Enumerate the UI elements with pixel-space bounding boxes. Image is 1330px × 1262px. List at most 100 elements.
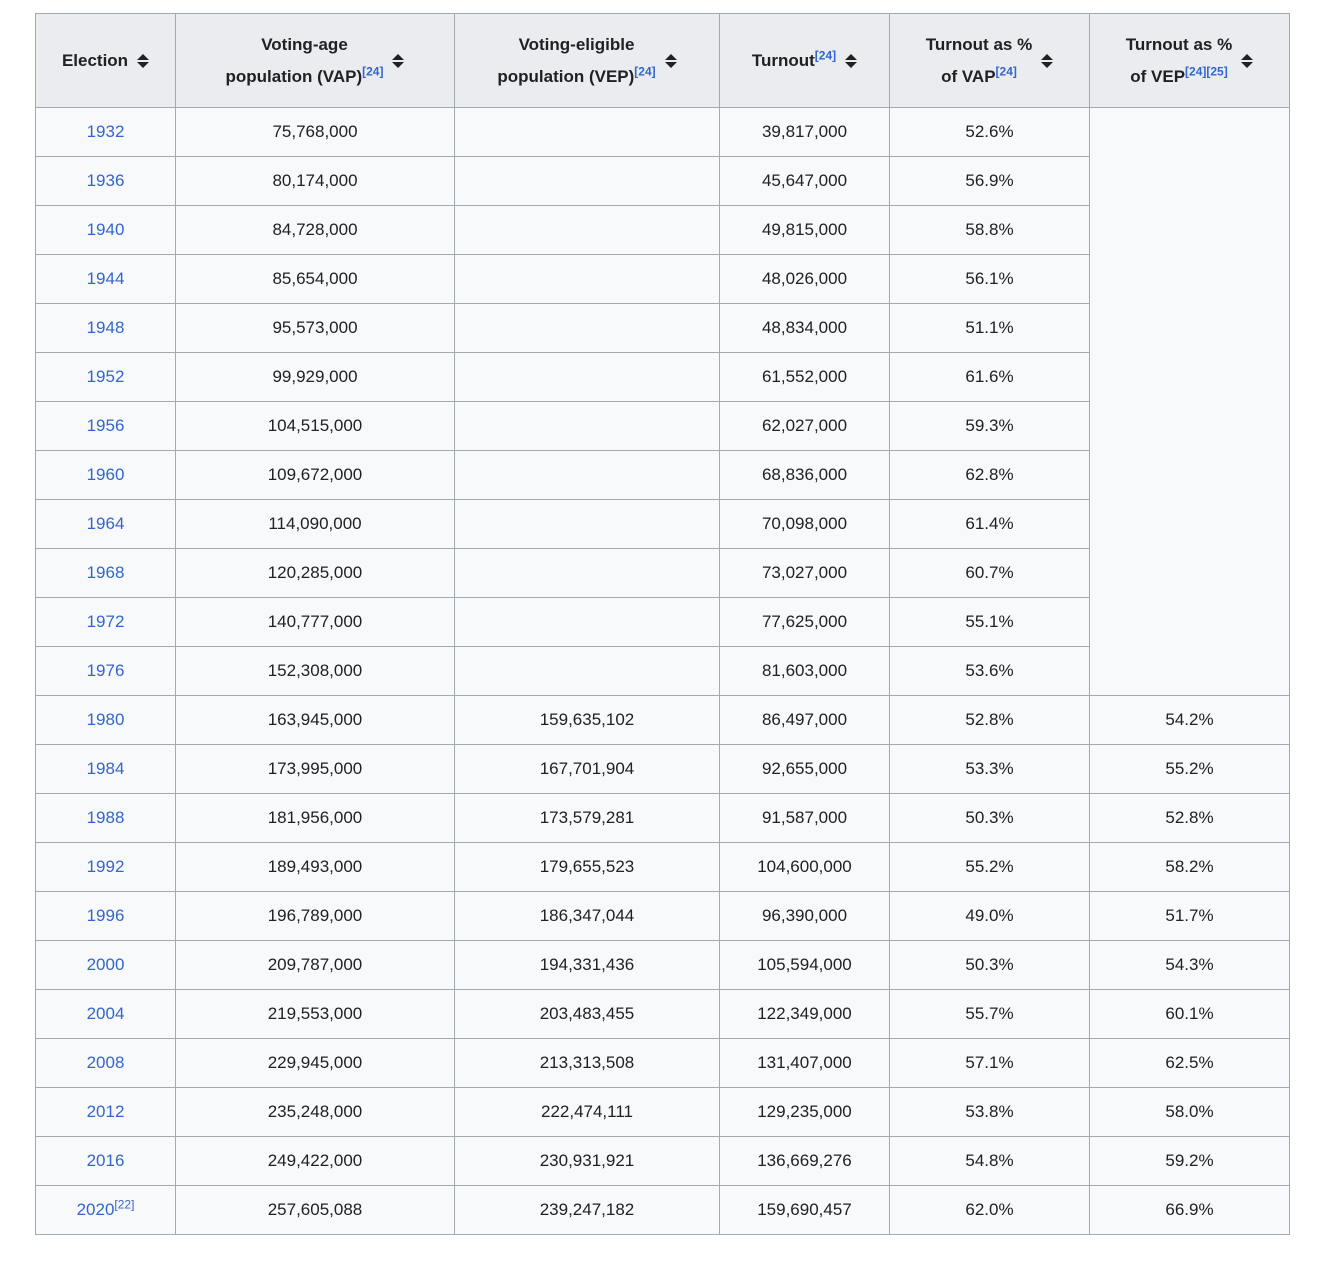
year-link[interactable]: 1964 xyxy=(86,514,125,533)
turnout-cell: 122,349,000 xyxy=(719,989,890,1039)
vap-cell: 140,777,000 xyxy=(175,597,455,647)
turnout-vap-pct-cell: 55.1% xyxy=(889,597,1090,647)
turnout-cell: 91,587,000 xyxy=(719,793,890,843)
table-row-1980: 1980 163,945,000 159,635,102 86,497,000 52.8… xyxy=(35,695,1290,745)
column-header-turnout-vap[interactable]: Turnout as % of VAP[24] xyxy=(889,13,1090,108)
column-header-turnout[interactable]: Turnout[24] xyxy=(719,13,890,108)
year-link[interactable]: 2012 xyxy=(86,1102,125,1121)
table-body: 1932 75,768,000 39,817,000 52.6% 1936 80,174,… xyxy=(35,107,1290,1235)
year-link[interactable]: 1960 xyxy=(86,465,125,484)
vep-cell: 203,483,455 xyxy=(454,989,720,1039)
column-header-vap[interactable]: Voting-age population (VAP)[24] xyxy=(175,13,455,108)
sort-down-arrow-icon xyxy=(137,61,150,68)
year-link[interactable]: 1944 xyxy=(86,269,125,288)
column-header-turnout-vep[interactable]: Turnout as % of VEP[24][25] xyxy=(1089,13,1290,108)
reference-marker: [24] xyxy=(996,64,1017,78)
year-link[interactable]: 1980 xyxy=(86,710,125,729)
sort-up-arrow-icon xyxy=(137,53,150,60)
turnout-cell: 62,027,000 xyxy=(719,401,890,451)
year-link[interactable]: 2020 xyxy=(76,1200,115,1219)
sort-icon xyxy=(392,53,405,68)
reference-link[interactable]: [24] xyxy=(634,63,656,78)
reference-marker: [25] xyxy=(1206,64,1227,78)
vap-cell: 173,995,000 xyxy=(175,744,455,794)
turnout-cell: 104,600,000 xyxy=(719,842,890,892)
year-link[interactable]: 1956 xyxy=(86,416,125,435)
year-link[interactable]: 1992 xyxy=(86,857,125,876)
turnout-cell: 49,815,000 xyxy=(719,205,890,255)
turnout-vap-pct-cell: 56.9% xyxy=(889,156,1090,206)
turnout-vap-pct-cell: 54.8% xyxy=(889,1136,1090,1186)
turnout-vap-pct-cell: 50.3% xyxy=(889,940,1090,990)
header-line: population (VAP) xyxy=(225,66,363,86)
table-row-1972: 1972 140,777,000 77,625,000 55.1% xyxy=(35,597,1290,647)
vep-cell xyxy=(454,254,720,304)
table-row-1940: 1940 84,728,000 49,815,000 58.8% xyxy=(35,205,1290,255)
reference-marker: [24] xyxy=(362,64,383,78)
turnout-vap-pct-cell: 53.8% xyxy=(889,1087,1090,1137)
year-link[interactable]: 2004 xyxy=(86,1004,125,1023)
election-turnout-table: Election Voting-age population (VAP)[24] Vo… xyxy=(35,13,1290,1235)
year-link[interactable]: 1932 xyxy=(86,122,125,141)
table-row-2004: 2004 219,553,000 203,483,455 122,349,000 55.… xyxy=(35,989,1290,1039)
sort-up-arrow-icon xyxy=(845,53,858,60)
column-header-vep[interactable]: Voting-eligible population (VEP)[24] xyxy=(454,13,720,108)
column-header-content: Turnout as % of VAP[24] xyxy=(896,29,1083,92)
table-row-1968: 1968 120,285,000 73,027,000 60.7% xyxy=(35,548,1290,598)
year-link[interactable]: 1984 xyxy=(86,759,125,778)
turnout-cell: 136,669,276 xyxy=(719,1136,890,1186)
turnout-vep-pct-cell: 54.2% xyxy=(1089,695,1290,745)
election-cell: 1992 xyxy=(35,842,176,892)
year-link[interactable]: 1952 xyxy=(86,367,125,386)
year-link[interactable]: 1948 xyxy=(86,318,125,337)
year-link[interactable]: 1968 xyxy=(86,563,125,582)
turnout-vap-pct-cell: 52.6% xyxy=(889,107,1090,157)
turnout-vep-pct-cell: 52.8% xyxy=(1089,793,1290,843)
reference-link[interactable]: [25] xyxy=(1206,63,1228,78)
reference-link[interactable]: [24] xyxy=(995,63,1017,78)
turnout-cell: 48,834,000 xyxy=(719,303,890,353)
turnout-cell: 45,647,000 xyxy=(719,156,890,206)
table-row-1992: 1992 189,493,000 179,655,523 104,600,000 55.… xyxy=(35,842,1290,892)
election-cell: 1972 xyxy=(35,597,176,647)
reference-link[interactable]: [24] xyxy=(362,63,384,78)
vep-cell xyxy=(454,107,720,157)
column-header-election[interactable]: Election xyxy=(35,13,176,108)
table-row-1988: 1988 181,956,000 173,579,281 91,587,000 50.3… xyxy=(35,793,1290,843)
election-cell: 1936 xyxy=(35,156,176,206)
year-link[interactable]: 1988 xyxy=(86,808,125,827)
sort-up-arrow-icon xyxy=(1241,53,1254,60)
year-link[interactable]: 1972 xyxy=(86,612,125,631)
reference-link[interactable]: [22] xyxy=(114,1197,135,1212)
election-cell: 1976 xyxy=(35,646,176,696)
year-link[interactable]: 1936 xyxy=(86,171,125,190)
year-link[interactable]: 1996 xyxy=(86,906,125,925)
vep-cell: 179,655,523 xyxy=(454,842,720,892)
table-row-2008: 2008 229,945,000 213,313,508 131,407,000 57.… xyxy=(35,1038,1290,1088)
vap-cell: 235,248,000 xyxy=(175,1087,455,1137)
election-cell: 1960 xyxy=(35,450,176,500)
reference-link[interactable]: [24] xyxy=(814,48,837,63)
election-cell: 2000 xyxy=(35,940,176,990)
sort-icon xyxy=(137,53,150,68)
year-link[interactable]: 2008 xyxy=(86,1053,125,1072)
vep-cell xyxy=(454,597,720,647)
reference-marker: [24] xyxy=(815,48,836,62)
election-cell: 1940 xyxy=(35,205,176,255)
turnout-cell: 92,655,000 xyxy=(719,744,890,794)
sort-down-arrow-icon xyxy=(664,61,677,68)
year-link[interactable]: 2000 xyxy=(86,955,125,974)
vep-cell xyxy=(454,401,720,451)
year-link[interactable]: 1976 xyxy=(86,661,125,680)
sort-icon xyxy=(1241,53,1254,68)
reference-link[interactable]: [24] xyxy=(1185,63,1207,78)
year-link[interactable]: 2016 xyxy=(86,1151,125,1170)
turnout-cell: 39,817,000 xyxy=(719,107,890,157)
year-link[interactable]: 1940 xyxy=(86,220,125,239)
header-row: Election Voting-age population (VAP)[24] Vo… xyxy=(35,13,1290,108)
vep-cell xyxy=(454,303,720,353)
election-cell: 1996 xyxy=(35,891,176,941)
table-row-1960: 1960 109,672,000 68,836,000 62.8% xyxy=(35,450,1290,500)
turnout-vap-pct-cell: 49.0% xyxy=(889,891,1090,941)
header-line: of VEP xyxy=(1130,66,1186,86)
